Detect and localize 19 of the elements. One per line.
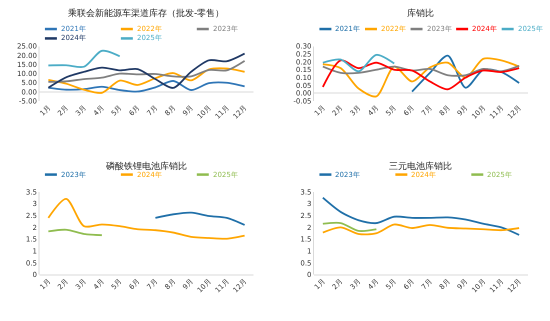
chart-title: 库销比 [407, 8, 434, 19]
line-series [322, 224, 520, 236]
chart-title: 三元电池库销比 [389, 161, 452, 172]
line-series [322, 59, 520, 90]
line-series [322, 196, 520, 236]
line-series [47, 60, 246, 83]
line-series [47, 67, 246, 94]
line-series [322, 222, 378, 232]
chart-title: 磷酸铁锂电池库销比 [105, 161, 187, 172]
line-series [322, 64, 520, 77]
line-series [47, 80, 246, 92]
chart-title: 乘联会新能源车渠道库存（批发-零售） [68, 8, 224, 19]
line-series [47, 52, 246, 89]
line-series [47, 198, 246, 240]
line-series [322, 54, 396, 72]
line-series [47, 50, 121, 68]
line-series [154, 212, 246, 226]
line-series [411, 54, 520, 93]
line-series [322, 57, 520, 98]
